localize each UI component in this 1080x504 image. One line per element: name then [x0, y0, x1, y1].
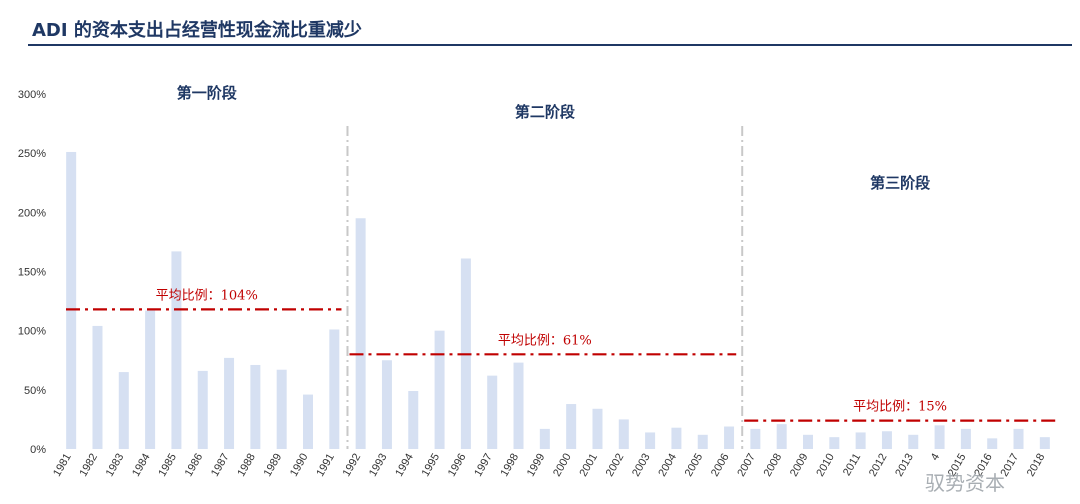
bar [355, 218, 366, 449]
x-tick-label: 1989 [262, 452, 285, 479]
bar [539, 428, 550, 449]
bar [513, 362, 524, 449]
x-tick-label: 1982 [77, 452, 100, 479]
stage-dividers [346, 126, 744, 449]
bar [776, 424, 787, 449]
bar [381, 360, 392, 449]
y-tick-label: 0% [30, 444, 46, 456]
x-tick-label: 2013 [893, 452, 916, 479]
stage-label: 第二阶段 [515, 103, 575, 121]
bar [645, 432, 656, 449]
y-tick-label: 100% [18, 326, 46, 338]
bar [408, 391, 419, 449]
bar [118, 372, 129, 449]
x-tick-label: 1996 [446, 452, 469, 479]
x-tick-label: 1985 [156, 452, 179, 479]
x-tick-label: 1998 [498, 452, 521, 479]
y-tick-label: 150% [18, 267, 46, 279]
x-tick-label: 4 [929, 452, 942, 463]
bar [697, 434, 708, 449]
bar [803, 434, 813, 449]
bar [829, 437, 840, 449]
x-tick-label: 2018 [1025, 452, 1048, 479]
x-axis: 1981 1982 1983 1984 1985 1986 1987 1988 1989 1990… [51, 452, 1047, 479]
bar [487, 375, 498, 449]
bar [434, 330, 445, 449]
bar [303, 394, 313, 449]
x-tick-label: 1987 [209, 452, 232, 479]
x-tick-label: 2012 [867, 452, 890, 479]
average-lines: 平均比例：104% 平均比例：61% 平均比例：15% [66, 288, 1056, 422]
x-tick-label: 2007 [735, 452, 758, 479]
bars [66, 151, 1050, 449]
bar [724, 426, 735, 449]
x-tick-label: 1984 [130, 452, 153, 479]
bar [987, 438, 998, 449]
bar [276, 369, 287, 449]
chart-title: ADI 的资本支出占经营性现金流比重减少 [32, 20, 362, 41]
x-tick-label: 2003 [630, 452, 653, 479]
bar [855, 432, 866, 449]
x-tick-label: 2006 [709, 452, 732, 479]
x-tick-label: 2002 [604, 452, 627, 479]
x-tick-label: 2005 [683, 452, 706, 479]
title-underline [28, 44, 1072, 46]
bar [1039, 437, 1050, 449]
average-label: 平均比例：15% [853, 400, 947, 415]
x-tick-label: 1981 [51, 452, 74, 479]
x-tick-label: 1995 [420, 452, 443, 479]
bar [671, 427, 682, 449]
bar [92, 325, 103, 449]
bar [881, 431, 892, 449]
bar [934, 425, 945, 449]
title-bar: ADI 的资本支出占经营性现金流比重减少 [0, 0, 1080, 46]
bar [960, 428, 971, 449]
x-tick-label: 2011 [841, 452, 863, 478]
x-tick-label: 2000 [551, 452, 574, 479]
x-tick-label: 2010 [814, 452, 837, 479]
stage-label: 第三阶段 [870, 174, 930, 192]
bar [1013, 428, 1024, 449]
x-tick-label: 1999 [525, 452, 548, 479]
bar [171, 251, 182, 449]
y-tick-label: 50% [24, 385, 46, 397]
bar [224, 357, 235, 449]
average-label: 平均比例：61% [498, 333, 592, 348]
x-tick-label: 1986 [183, 452, 206, 479]
x-tick-label: 2008 [762, 452, 785, 479]
y-axis: 0% 50% 100% 150% 200% 250% 300% [18, 89, 46, 456]
bar [750, 428, 761, 449]
bar [66, 151, 77, 449]
x-tick-label: 2009 [788, 452, 811, 479]
x-tick-label: 1983 [104, 452, 127, 479]
bar [145, 310, 156, 449]
x-tick-label: 2004 [656, 452, 679, 479]
watermark-text: 驭势资本 [925, 471, 1005, 495]
bar [250, 364, 261, 449]
y-tick-label: 250% [18, 148, 46, 160]
bar [566, 404, 577, 449]
x-tick-label: 2001 [577, 452, 600, 479]
x-tick-label: 1990 [288, 452, 311, 479]
x-tick-label: 1992 [341, 452, 364, 479]
x-tick-label: 1994 [393, 452, 416, 479]
x-tick-label: 1991 [314, 452, 337, 479]
stage-label: 第一阶段 [177, 84, 237, 102]
y-tick-label: 200% [18, 207, 46, 219]
x-tick-label: 1997 [472, 452, 495, 479]
x-tick-label: 1993 [367, 452, 390, 479]
bar [618, 419, 629, 449]
bar [197, 370, 208, 449]
bar [908, 434, 919, 449]
x-tick-label: 1988 [235, 452, 258, 479]
y-tick-label: 300% [18, 89, 46, 101]
bar [329, 329, 340, 449]
bar [592, 408, 603, 449]
average-label: 平均比例：104% [156, 288, 258, 303]
